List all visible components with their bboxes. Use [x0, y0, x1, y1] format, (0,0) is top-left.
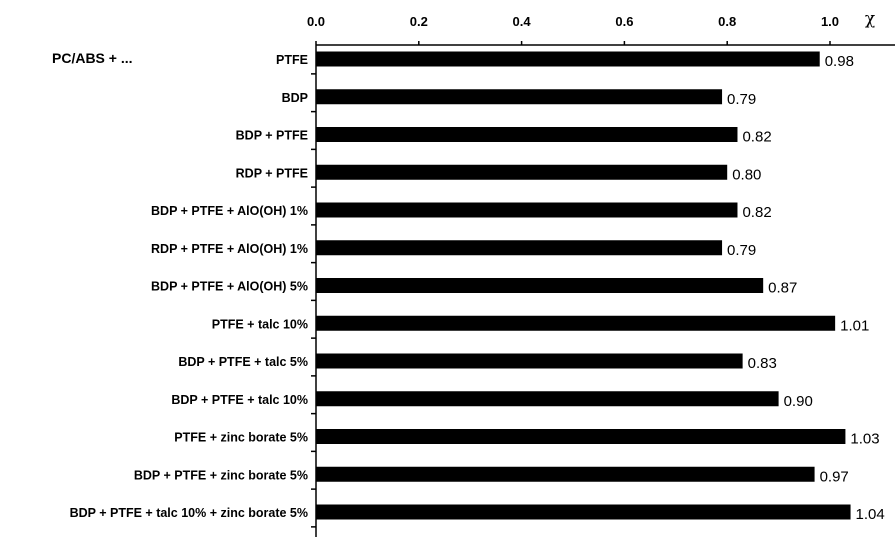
x-tick-label: 0.8 [718, 14, 736, 29]
category-label: RDP + PTFE + AlO(OH) 1% [151, 242, 308, 256]
value-labels: 0.98 0.79 0.82 0.80 0.82 0.79 0.87 1.01 0.83 0.90… [727, 53, 885, 523]
category-label: BDP + PTFE + AlO(OH) 5% [151, 280, 308, 294]
bar [316, 127, 738, 142]
value-label: 1.03 [850, 431, 879, 448]
value-label: 0.82 [742, 204, 771, 221]
group-label: PC/ABS + ... [52, 50, 133, 66]
bar [316, 240, 723, 256]
bar [316, 164, 728, 180]
bar [316, 315, 836, 331]
category-label: PTFE + zinc borate 5% [174, 431, 308, 445]
value-label: 0.90 [784, 393, 813, 410]
category-label: BDP + PTFE + talc 10% [171, 393, 308, 407]
bar [316, 391, 779, 407]
value-label: 1.01 [840, 317, 869, 334]
category-label: BDP + PTFE + AlO(OH) 1% [151, 204, 308, 218]
y-ticks [311, 73, 316, 528]
category-label: PTFE + talc 10% [212, 317, 308, 331]
category-label: RDP + PTFE [236, 166, 308, 180]
category-labels: PTFE BDP BDP + PTFE RDP + PTFE BDP + PTFE + … [70, 53, 308, 520]
bar [316, 466, 815, 482]
category-label: BDP + PTFE [236, 129, 308, 143]
bar [316, 89, 723, 105]
category-label: PTFE [276, 53, 308, 67]
bars [316, 51, 851, 520]
category-label: BDP + PTFE + talc 10% + zinc borate 5% [70, 506, 308, 520]
value-label: 0.79 [727, 91, 756, 108]
x-axis-title: χ [865, 9, 875, 29]
value-label: 0.82 [742, 129, 771, 146]
value-label: 0.80 [732, 166, 761, 183]
bar [316, 202, 738, 218]
category-label: BDP [282, 91, 308, 105]
x-tick-label: 0.0 [307, 14, 325, 29]
bar [316, 429, 846, 444]
value-label: 0.83 [748, 355, 777, 372]
category-label: BDP + PTFE + talc 5% [178, 355, 308, 369]
x-tick-label: 0.2 [410, 14, 428, 29]
value-label: 0.97 [820, 468, 849, 485]
bar [316, 278, 764, 293]
bar [316, 51, 820, 67]
value-label: 1.04 [856, 506, 885, 523]
x-tick-label: 0.6 [615, 14, 633, 29]
value-label: 0.98 [825, 53, 854, 70]
value-label: 0.79 [727, 242, 756, 259]
bar [316, 504, 851, 520]
x-ticks: 0.0 0.2 0.4 0.6 0.8 1.0 [307, 14, 839, 45]
value-label: 0.87 [768, 280, 797, 297]
bar [316, 353, 743, 369]
x-tick-label: 1.0 [821, 14, 839, 29]
x-tick-label: 0.4 [513, 14, 532, 29]
category-label: BDP + PTFE + zinc borate 5% [134, 468, 308, 482]
